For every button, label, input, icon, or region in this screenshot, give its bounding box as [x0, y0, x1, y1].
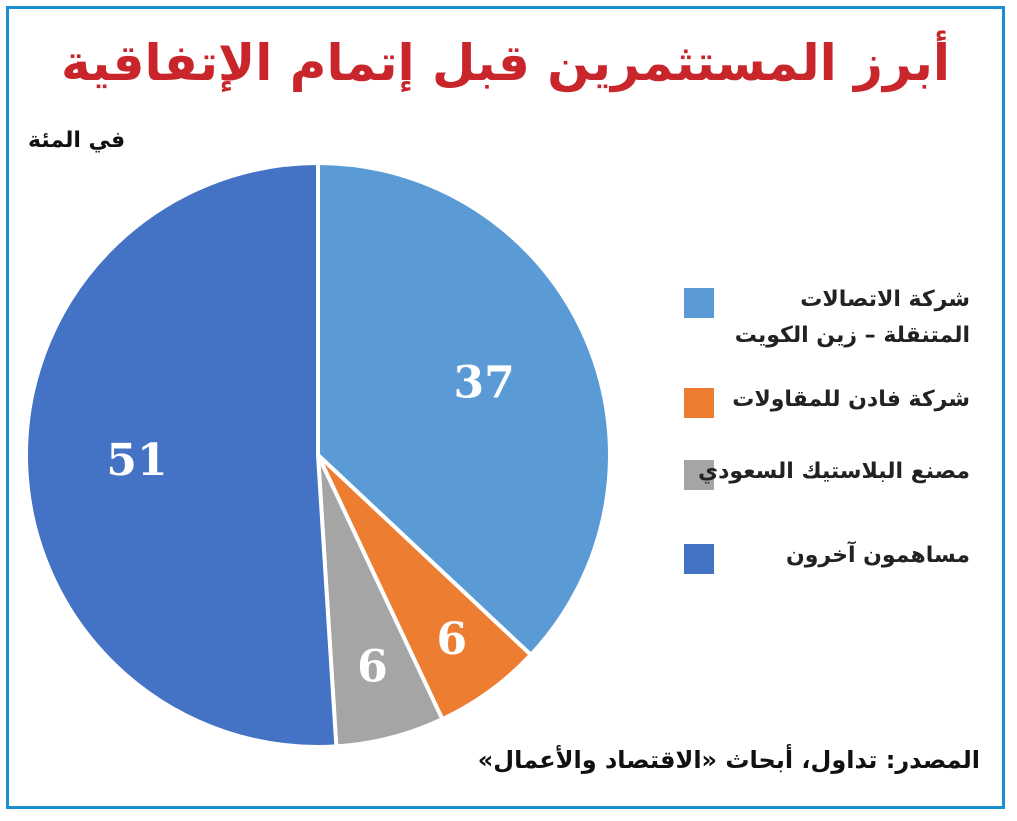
pie-slice-label-0: 37 [454, 358, 515, 409]
pie-slice-label-1: 6 [437, 614, 468, 665]
legend-swatch-fadn [684, 388, 714, 418]
legend-label-zain-line2: المتنقلة – زين الكويت [734, 323, 970, 348]
pie-slice-label-3: 51 [106, 435, 167, 486]
source-note: المصدر: تداول، أبحاث «الاقتصاد والأعمال» [477, 746, 980, 774]
pie-slice-label-2: 6 [357, 642, 388, 693]
legend-label-others: مساهمون آخرون [785, 543, 970, 568]
unit-label: في المئة [28, 128, 126, 153]
legend-label-plastic: مصنع البلاستيك السعودي [697, 459, 970, 484]
legend-swatch-others [684, 544, 714, 574]
legend-label-zain: شركة الاتصالات المتنقلة – زين الكويت [730, 282, 970, 354]
legend-label-zain-line1: شركة الاتصالات [800, 287, 970, 312]
legend-swatch-zain [684, 288, 714, 318]
legend-label-fadn: شركة فادن للمقاولات [732, 387, 970, 412]
legend-swatch-plastic [684, 460, 714, 490]
pie-slice-0 [316, 161, 612, 657]
chart-title: أبرز المستثمرين قبل إتمام الإتفاقية [61, 34, 950, 92]
pie-slice-3 [24, 161, 339, 749]
